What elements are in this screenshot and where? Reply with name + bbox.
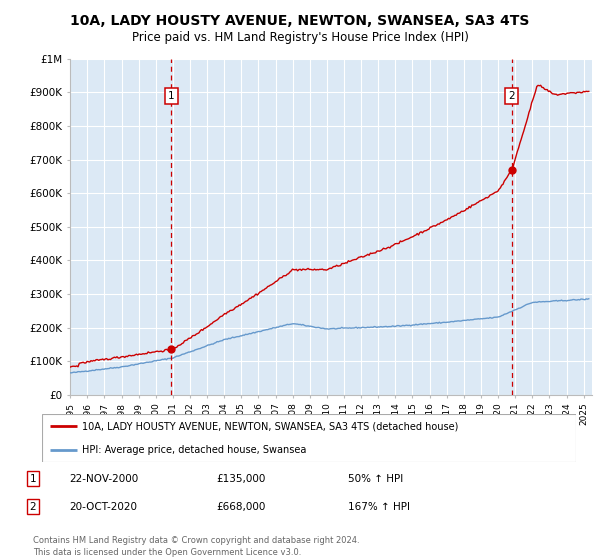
Text: 10A, LADY HOUSTY AVENUE, NEWTON, SWANSEA, SA3 4TS (detached house): 10A, LADY HOUSTY AVENUE, NEWTON, SWANSEA…: [82, 421, 458, 431]
Text: Contains HM Land Registry data © Crown copyright and database right 2024.
This d: Contains HM Land Registry data © Crown c…: [33, 536, 359, 557]
Text: 167% ↑ HPI: 167% ↑ HPI: [348, 502, 410, 512]
Text: 1: 1: [29, 474, 37, 484]
Text: 50% ↑ HPI: 50% ↑ HPI: [348, 474, 403, 484]
Text: 2: 2: [29, 502, 37, 512]
Text: £135,000: £135,000: [216, 474, 265, 484]
Text: 20-OCT-2020: 20-OCT-2020: [69, 502, 137, 512]
Text: 1: 1: [168, 91, 175, 101]
Text: 22-NOV-2000: 22-NOV-2000: [69, 474, 138, 484]
Text: £668,000: £668,000: [216, 502, 265, 512]
Text: 2: 2: [508, 91, 515, 101]
Text: 10A, LADY HOUSTY AVENUE, NEWTON, SWANSEA, SA3 4TS: 10A, LADY HOUSTY AVENUE, NEWTON, SWANSEA…: [70, 14, 530, 28]
Text: HPI: Average price, detached house, Swansea: HPI: Average price, detached house, Swan…: [82, 445, 307, 455]
Text: Price paid vs. HM Land Registry's House Price Index (HPI): Price paid vs. HM Land Registry's House …: [131, 31, 469, 44]
